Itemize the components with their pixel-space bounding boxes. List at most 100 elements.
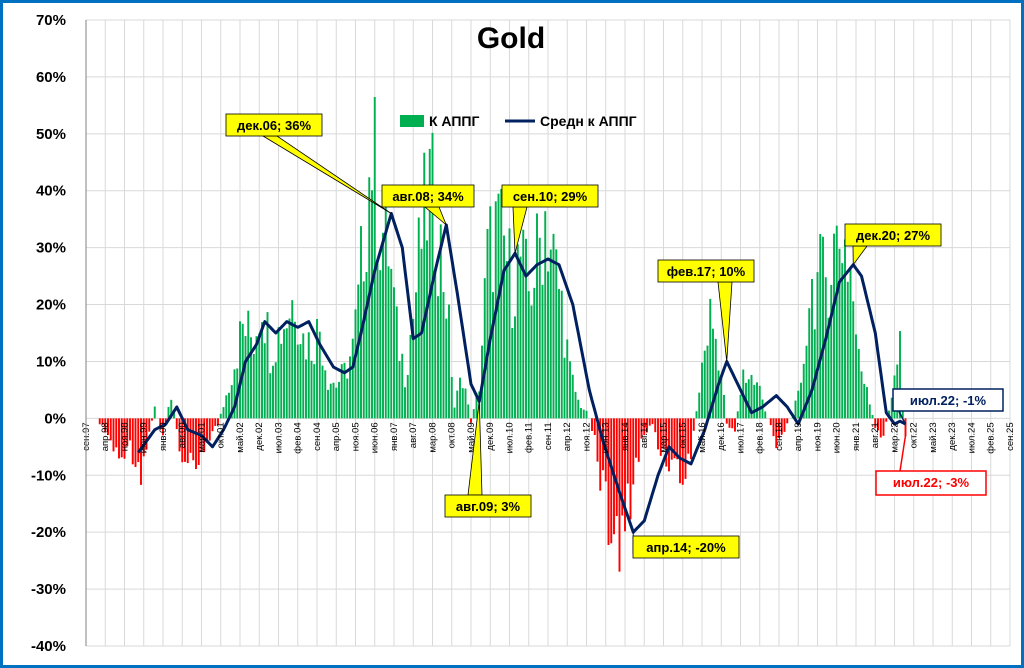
bar <box>274 362 277 419</box>
bar <box>560 290 563 419</box>
bar <box>464 388 467 419</box>
callout-box <box>225 113 323 137</box>
callout-pointer <box>852 245 868 266</box>
x-tick-label: фев.11 <box>524 422 535 453</box>
y-tick-label: 30% <box>36 240 66 257</box>
bar <box>376 263 379 419</box>
bar <box>813 329 816 419</box>
bar <box>626 418 629 484</box>
bar <box>885 418 888 422</box>
bar <box>808 308 811 419</box>
bar <box>461 388 464 419</box>
bar <box>758 385 761 419</box>
x-tick-label: сен.25 <box>1005 422 1016 451</box>
bar <box>255 336 258 419</box>
bar <box>841 263 844 419</box>
bar <box>525 238 527 419</box>
x-tick-label: сен.11 <box>543 422 554 450</box>
x-tick-label: апр.12 <box>562 422 573 451</box>
bar <box>648 418 651 426</box>
bar <box>668 418 670 472</box>
x-tick-label: июн.20 <box>832 422 843 453</box>
bar <box>833 233 835 419</box>
bar <box>684 418 687 479</box>
x-tick-label: окт.22 <box>909 422 920 448</box>
x-tick-label: дек.23 <box>947 422 958 450</box>
bar <box>778 418 780 438</box>
y-tick-label: -30% <box>31 581 66 598</box>
bar <box>654 418 657 433</box>
bar <box>538 237 541 419</box>
bar <box>222 407 225 419</box>
bar <box>624 418 626 532</box>
bar <box>827 317 830 419</box>
bar <box>714 338 717 419</box>
x-tick-label: май.23 <box>928 422 939 452</box>
bar <box>178 418 181 452</box>
bar <box>131 418 134 465</box>
bar <box>335 387 338 419</box>
bar <box>280 343 283 419</box>
x-tick-label: дек.09 <box>485 422 496 450</box>
bar <box>98 418 101 425</box>
bar <box>544 211 547 419</box>
bar <box>140 418 142 485</box>
bar <box>646 418 648 433</box>
bar <box>217 418 219 425</box>
bar <box>409 334 412 419</box>
bar <box>508 228 511 419</box>
bar <box>126 418 129 447</box>
bar <box>717 370 720 419</box>
bar <box>233 369 236 419</box>
bar <box>585 410 588 419</box>
bar <box>679 418 681 484</box>
bar <box>610 418 613 544</box>
bar <box>489 206 492 419</box>
bar <box>285 328 288 419</box>
bar-series <box>98 97 907 572</box>
bar <box>775 418 778 449</box>
bar <box>533 287 536 419</box>
x-tick-label: сен.04 <box>312 422 323 451</box>
bar <box>756 382 758 419</box>
bar <box>173 411 175 419</box>
x-tick-label: сен.18 <box>774 422 785 451</box>
legend-line-label: Средн к АППГ <box>540 113 637 129</box>
callout-label: июл.22; -3% <box>893 475 970 490</box>
bar <box>406 375 409 419</box>
bar <box>332 382 335 419</box>
bar <box>852 301 855 419</box>
x-tick-label: май.09 <box>466 422 477 452</box>
bar <box>734 418 736 432</box>
bar <box>109 418 112 441</box>
bar <box>835 225 838 419</box>
callout-box <box>844 223 942 247</box>
x-tick-label: ноя.05 <box>351 422 362 451</box>
legend: К АППГ Средн к АППГ <box>400 113 637 129</box>
bar <box>439 224 442 419</box>
bar <box>882 418 885 436</box>
bar <box>277 327 280 419</box>
bar <box>230 385 233 419</box>
x-tick-label: мар.08 <box>428 422 439 452</box>
bar <box>764 411 767 419</box>
bar <box>492 292 494 419</box>
bar <box>338 381 340 419</box>
bar <box>445 318 448 419</box>
bar <box>687 418 690 454</box>
bar <box>643 418 646 436</box>
bar <box>657 418 659 450</box>
bar <box>863 383 866 419</box>
bar <box>635 418 637 458</box>
bar <box>868 404 871 419</box>
y-tick-label: -20% <box>31 524 66 541</box>
bar <box>574 391 577 419</box>
bar <box>296 344 299 419</box>
bar <box>390 268 393 419</box>
bar <box>167 407 170 419</box>
x-tick-label: ноя.12 <box>582 422 593 451</box>
bar <box>470 418 472 423</box>
bar <box>437 296 439 419</box>
bar <box>316 319 318 419</box>
bar <box>115 418 118 448</box>
